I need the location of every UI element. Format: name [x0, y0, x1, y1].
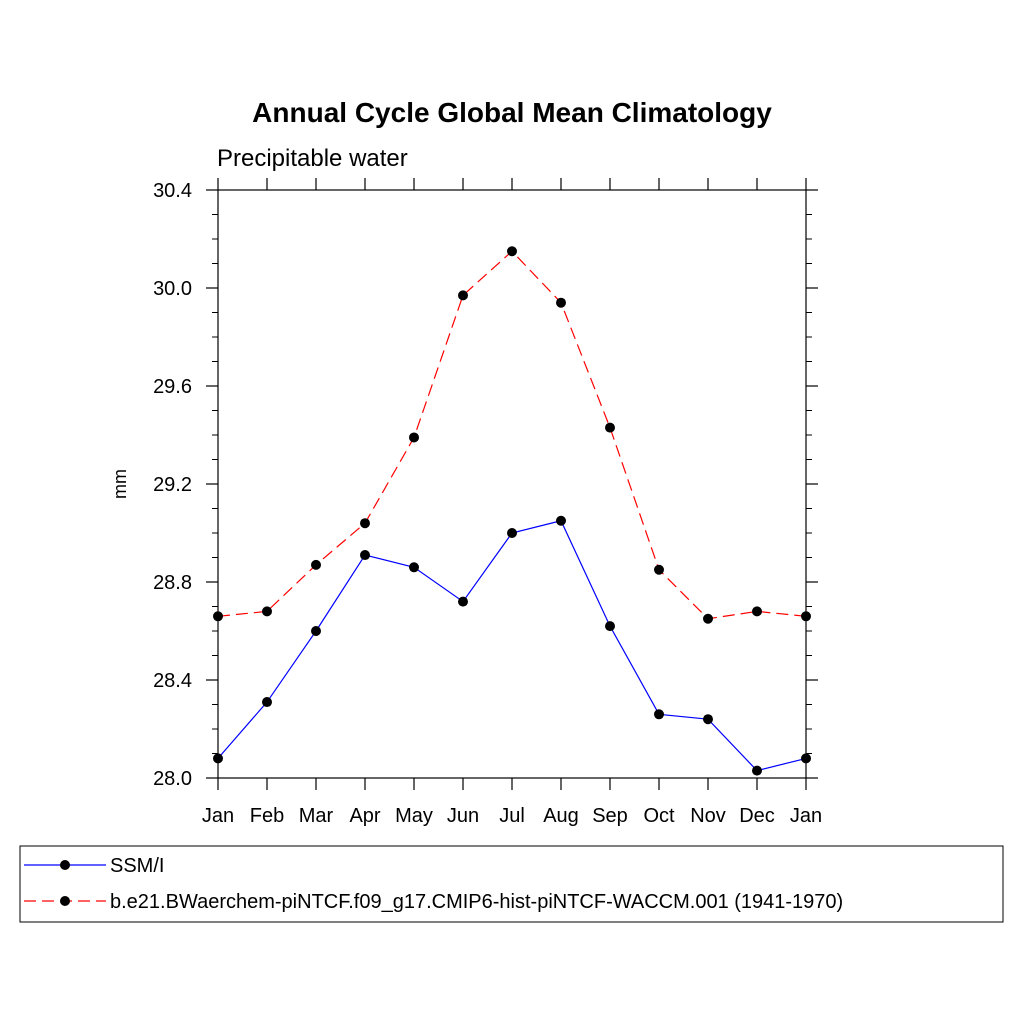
- x-tick-label: Dec: [739, 805, 775, 827]
- series-2-point: [262, 606, 272, 617]
- x-tick-label: Sep: [592, 805, 628, 827]
- series-2-point: [801, 611, 811, 622]
- legend-label-2: b.e21.BWaerchem-piNTCF.f09_g17.CMIP6-his…: [110, 891, 843, 913]
- y-tick-label: 29.2: [153, 474, 192, 496]
- series-2-point: [360, 518, 370, 529]
- series-2-point: [213, 611, 223, 622]
- axes-layer: 28.0 28.4 28.8 29.2 29.6 30.0 30.4 Jan Feb Mar Apr…: [153, 178, 822, 827]
- series-layer: [213, 246, 811, 776]
- series-2-point: [752, 606, 762, 617]
- series-2-point: [458, 290, 468, 301]
- x-tick-label: Apr: [349, 805, 380, 827]
- series-line-2: [217, 250, 807, 620]
- x-tick-label: Jun: [447, 805, 479, 827]
- x-tick-label: Mar: [299, 805, 334, 827]
- chart-title: Annual Cycle Global Mean Climatology: [252, 97, 772, 128]
- chart-subtitle: Precipitable water: [217, 145, 408, 172]
- series-1-point: [605, 621, 615, 632]
- series-1-point: [801, 753, 811, 764]
- legend-marker-1: [60, 860, 70, 870]
- series-1-point: [556, 515, 566, 526]
- x-tick-label: Jan: [202, 805, 234, 827]
- series-1-point: [458, 596, 468, 607]
- series-2-point: [605, 422, 615, 433]
- series-1-point: [507, 528, 517, 538]
- y-tick-label: 28.8: [153, 572, 192, 594]
- legend-box: [19, 845, 1004, 923]
- y-axis-label: mm: [110, 469, 130, 499]
- series-2-point: [507, 246, 517, 257]
- series-1-point: [360, 550, 370, 561]
- series-2-point: [654, 564, 664, 575]
- series-1-point: [409, 562, 419, 573]
- x-tick-label: May: [395, 805, 433, 827]
- series-1-point: [213, 753, 223, 764]
- x-tick-label: Oct: [643, 805, 675, 827]
- x-tick-label: Jul: [499, 805, 525, 827]
- series-2-point: [311, 559, 321, 570]
- series-1-point: [262, 697, 272, 708]
- x-tick-label: Feb: [250, 805, 284, 827]
- series-1-point: [703, 714, 713, 725]
- x-tick-label: Nov: [690, 805, 726, 827]
- series-2-point: [556, 297, 566, 308]
- series-2-point: [409, 432, 419, 443]
- y-tick-label: 30.0: [153, 278, 192, 300]
- y-tick-label: 29.6: [153, 376, 192, 398]
- series-line-1: [217, 520, 807, 772]
- legend-marker-2: [60, 896, 70, 906]
- legend-label-1: SSM/I: [110, 855, 164, 877]
- series-1-point: [752, 765, 762, 776]
- series-1-point: [654, 709, 664, 720]
- y-tick-label: 28.4: [153, 670, 192, 692]
- series-1-point: [311, 626, 321, 636]
- y-tick-label: 28.0: [153, 768, 192, 790]
- x-tick-label: Aug: [543, 805, 579, 827]
- x-tick-label: Jan: [790, 805, 822, 827]
- y-tick-label: 30.4: [153, 180, 192, 202]
- legend: SSM/I b.e21.BWaerchem-piNTCF.f09_g17.CMIP…: [19, 845, 1004, 923]
- series-2-point: [703, 613, 713, 624]
- plot-frame: [217, 189, 807, 779]
